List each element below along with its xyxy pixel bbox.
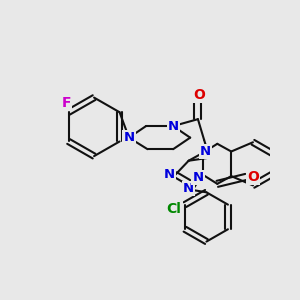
Text: O: O — [247, 170, 259, 184]
Text: N: N — [200, 145, 211, 158]
Text: N: N — [192, 171, 203, 184]
Text: O: O — [193, 88, 205, 102]
Text: F: F — [61, 96, 71, 110]
Text: N: N — [123, 131, 134, 144]
Text: Cl: Cl — [167, 202, 182, 216]
Text: N: N — [168, 120, 179, 133]
Text: N: N — [164, 168, 175, 181]
Text: N: N — [183, 182, 194, 195]
